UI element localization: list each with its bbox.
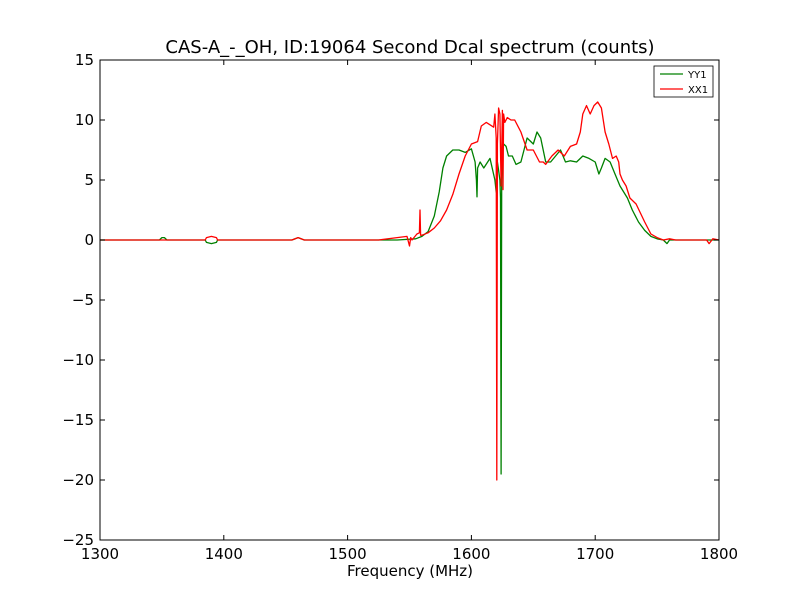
ticks-layer: 1300 1400 1500 1600 1700 1800 −25 −20 −15 −10 −5 0 5… xyxy=(62,51,738,563)
y-tick-label: 10 xyxy=(75,111,94,129)
legend-label-yy1: YY1 xyxy=(687,70,707,81)
series-line-xx1 xyxy=(100,101,720,481)
y-tick-label: −10 xyxy=(62,351,94,369)
legend-label-xx1: XX1 xyxy=(688,85,708,96)
series-layer xyxy=(100,101,720,481)
y-tick-label: −25 xyxy=(62,531,94,549)
x-tick-label: 1400 xyxy=(205,545,243,563)
x-tick-label: 1700 xyxy=(576,545,614,563)
legend-box xyxy=(653,65,714,98)
x-tick-label: 1800 xyxy=(700,545,738,563)
x-axis-title: Frequency (MHz) xyxy=(347,562,473,580)
y-tick-label: −5 xyxy=(72,291,94,309)
x-tick-label: 1300 xyxy=(81,545,119,563)
y-tick-label: −20 xyxy=(62,471,94,489)
y-tick-label: 5 xyxy=(84,171,94,189)
y-tick-label: −15 xyxy=(62,411,94,429)
x-tick-label: 1500 xyxy=(329,545,367,563)
y-tick-label: 0 xyxy=(84,231,94,249)
chart-title: CAS-A_-_OH, ID:19064 Second Dcal spectru… xyxy=(165,37,654,58)
x-tick-label: 1600 xyxy=(452,545,490,563)
y-tick-label: 15 xyxy=(75,51,94,69)
plot-area xyxy=(100,60,719,540)
